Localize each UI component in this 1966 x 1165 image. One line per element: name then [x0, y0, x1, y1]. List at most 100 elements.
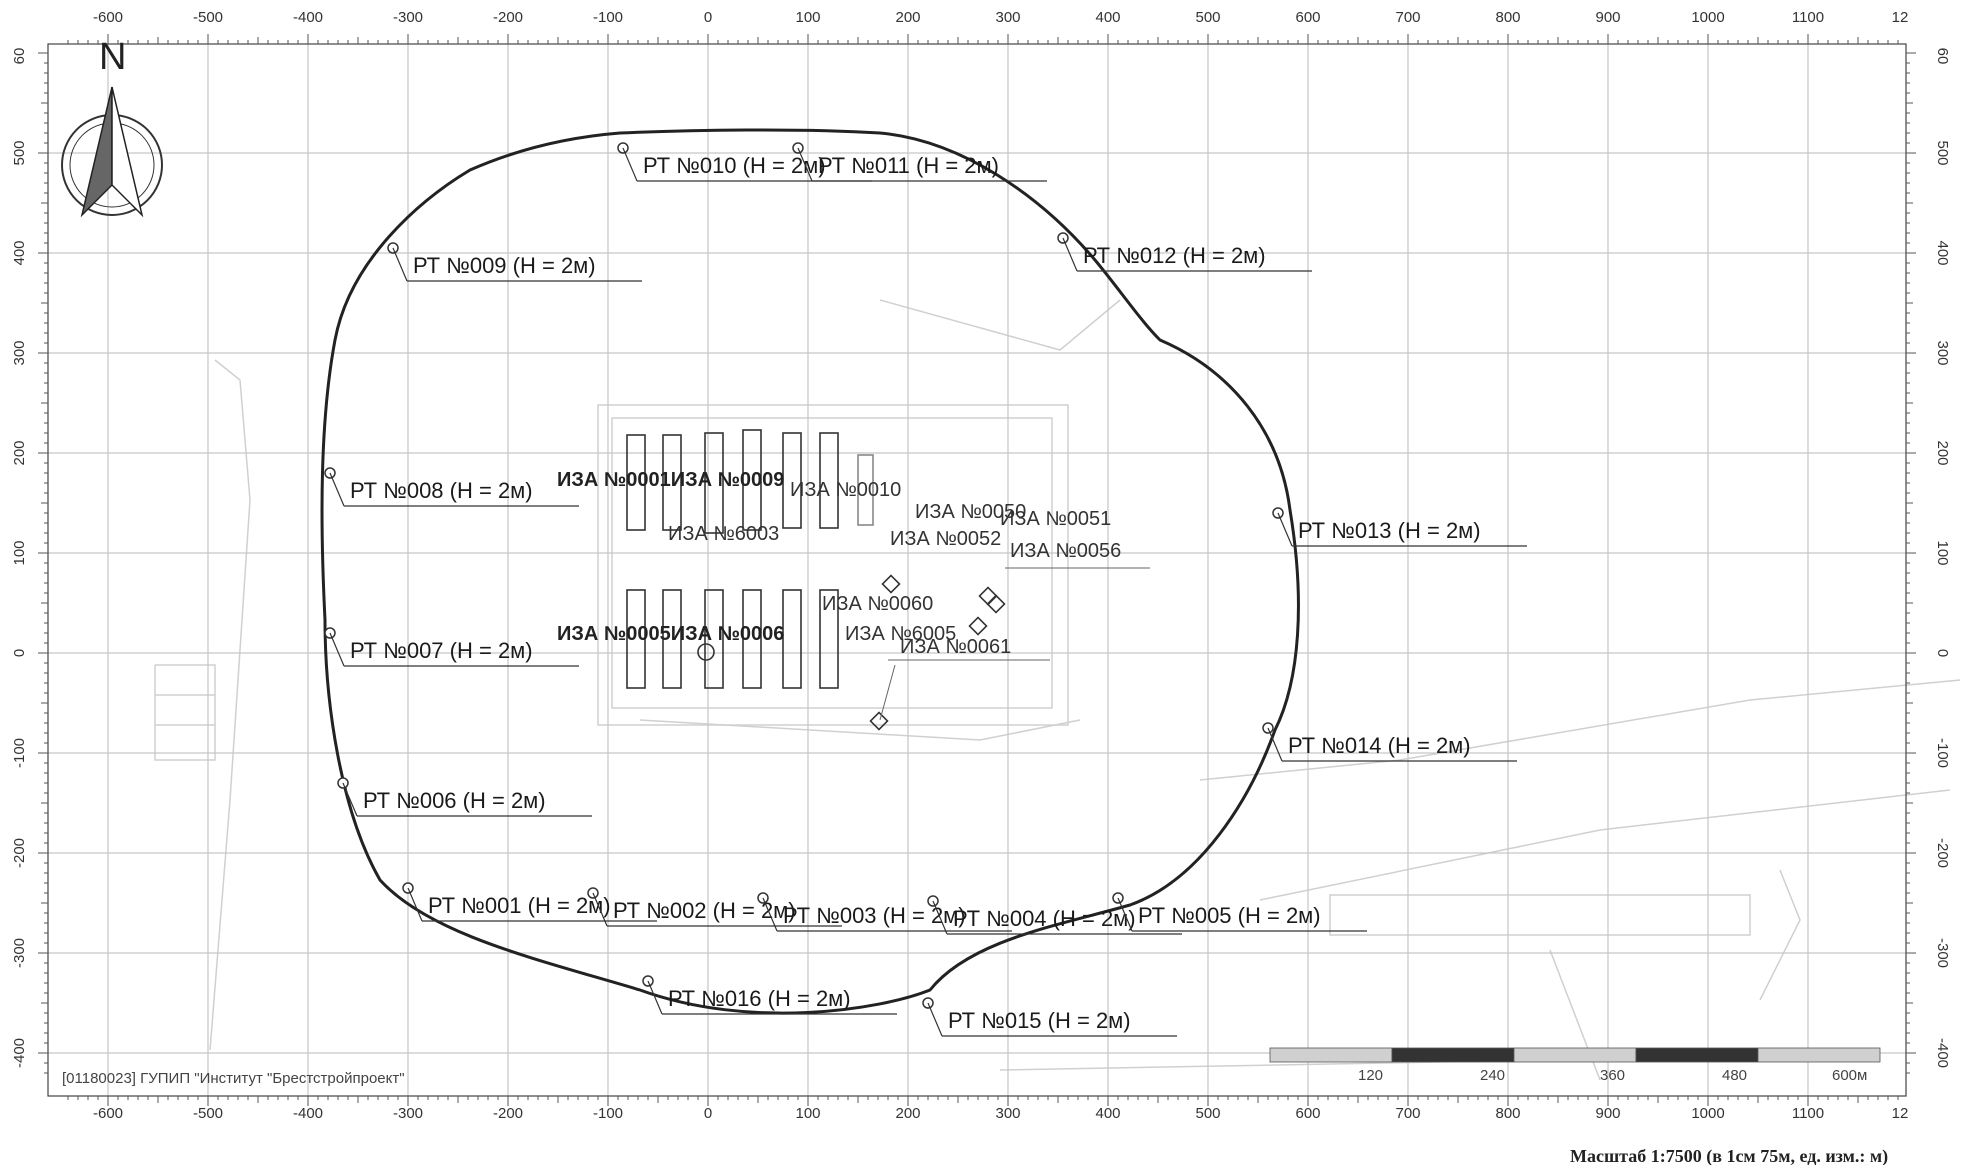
x-tick-label-bottom: 900 [1595, 1105, 1620, 1122]
source-label-0050: ИЗА №0050 [915, 501, 1026, 523]
y-tick-label-right: -300 [1934, 938, 1951, 968]
receptor-label: РТ №016 (Н = 2м) [668, 986, 851, 1011]
receptor-leader-line [1117, 897, 1133, 932]
receptor-leader-line [592, 892, 608, 927]
source-label-0010: ИЗА №0010 [790, 479, 901, 501]
receptor-leader-line [762, 897, 778, 932]
x-tick-label-bottom: -500 [193, 1105, 223, 1122]
y-top-label-right: 60 [1934, 48, 1951, 65]
receptor-leader-line [342, 782, 358, 817]
x-tick-label-bottom: -300 [393, 1105, 423, 1122]
source-label-0061: ИЗА №0061 [900, 636, 1011, 658]
axis-tick-labels: -600 -600 -500 -500 -400 -400 -300 -300 -200 -200… [11, 9, 1951, 1122]
x-tick-label-bottom: 800 [1495, 1105, 1520, 1122]
receptor-leader-line [407, 887, 423, 922]
source-label-0052: ИЗА №0052 [890, 528, 1001, 550]
receptor-leader-line [1277, 512, 1293, 547]
scale-label-120: 120 [1358, 1067, 1383, 1084]
x-tick-label-top: 1000 [1691, 9, 1724, 26]
receptor-label: РТ №011 (Н = 2м) [818, 153, 999, 178]
receptor-leader-line [329, 632, 345, 667]
receptor-label: РТ №015 (Н = 2м) [948, 1008, 1131, 1033]
receptor-layer: РТ №001 (Н = 2м) РТ №002 (Н = 2м)РТ №003 … [324, 142, 1527, 1037]
y-tick-label-right: 0 [1934, 649, 1951, 657]
x-tick-label-bottom: 100 [795, 1105, 820, 1122]
north-label: N [99, 36, 126, 78]
source-label-overlap-bottom: ИЗА №0005ИЗА №0006 [557, 623, 784, 645]
y-tick-label-left: 200 [11, 440, 28, 465]
organization-label: [01180023] ГУПИП "Институт "Брестстройпр… [62, 1070, 405, 1087]
receptor-leader-line [329, 472, 345, 507]
x-tick-label-bottom: 1000 [1691, 1105, 1724, 1122]
y-tick-label-left: 100 [11, 540, 28, 565]
y-tick-label-right: -200 [1934, 838, 1951, 868]
x-tick-label-bottom: -100 [593, 1105, 623, 1122]
receptor-label: РТ №012 (Н = 2м) [1083, 243, 1266, 268]
receptor-leader-line [622, 147, 638, 182]
x-edge-label-bottom: 12 [1892, 1105, 1909, 1122]
x-tick-label-bottom: -200 [493, 1105, 523, 1122]
receptor-leader-line [1267, 727, 1283, 762]
x-tick-label-bottom: 700 [1395, 1105, 1420, 1122]
y-tick-label-right: 400 [1934, 240, 1951, 265]
x-tick-label-top: 500 [1195, 9, 1220, 26]
x-tick-label-bottom: 400 [1095, 1105, 1120, 1122]
receptor-label: РТ №014 (Н = 2м) [1288, 733, 1471, 758]
y-tick-label-right: -100 [1934, 738, 1951, 768]
y-tick-label-left: -400 [11, 1038, 28, 1068]
receptor-label: РТ №010 (Н = 2м) [643, 153, 826, 178]
y-tick-label-left: -200 [11, 838, 28, 868]
source-label-overlap-top: ИЗА №0001ИЗА №0009 [557, 469, 784, 491]
receptor-leader-line [1062, 237, 1078, 272]
x-tick-label-top: 300 [995, 9, 1020, 26]
x-tick-label-top: 600 [1295, 9, 1320, 26]
y-tick-label-left: 0 [11, 649, 28, 657]
source-label-6005: ИЗА №6005 [845, 623, 956, 645]
scale-label-360: 360 [1600, 1067, 1625, 1084]
x-tick-label-top: 800 [1495, 9, 1520, 26]
x-tick-label-top: 100 [795, 9, 820, 26]
source-label-6003: ИЗА №6003 [668, 523, 779, 545]
receptor-leader-line [647, 980, 663, 1015]
receptor-label: РТ №003 (Н = 2м) [783, 903, 966, 928]
scale-bar: 120 240 360 480 600м [1269, 1047, 1881, 1084]
y-tick-label-right: 200 [1934, 440, 1951, 465]
x-tick-label-top: 0 [704, 9, 712, 26]
y-tick-label-left: -100 [11, 738, 28, 768]
x-tick-label-bottom: 300 [995, 1105, 1020, 1122]
receptor-leader-line [927, 1002, 943, 1037]
receptor-leader-line [392, 247, 408, 282]
receptor-label: РТ №007 (Н = 2м) [350, 638, 533, 663]
pollution-contour [320, 128, 1300, 1015]
x-tick-label-bottom: 200 [895, 1105, 920, 1122]
x-tick-label-top: -300 [393, 9, 423, 26]
x-tick-label-top: 200 [895, 9, 920, 26]
receptor-label: РТ №008 (Н = 2м) [350, 478, 533, 503]
x-tick-label-bottom: -600 [93, 1105, 123, 1122]
scale-label-600: 600м [1832, 1067, 1867, 1084]
x-tick-label-top: -200 [493, 9, 523, 26]
x-tick-label-bottom: 500 [1195, 1105, 1220, 1122]
y-top-label-left: 60 [11, 48, 28, 65]
receptor-label: РТ №009 (Н = 2м) [413, 253, 596, 278]
x-tick-label-top: -600 [93, 9, 123, 26]
source-labels: ИЗА №0001ИЗА №0009 ИЗА №0010 ИЗА №6003 И… [557, 469, 1150, 721]
scale-caption: Масштаб 1:7500 (в 1см 75м, ед. изм.: м) [1570, 1146, 1888, 1165]
y-tick-label-left: -300 [11, 938, 28, 968]
x-tick-label-bottom: 0 [704, 1105, 712, 1122]
receptor-label: РТ №005 (Н = 2м) [1138, 903, 1321, 928]
y-tick-label-right: 300 [1934, 340, 1951, 365]
receptor-leader-line [797, 147, 813, 182]
source-label-0051: ИЗА №0051 [1000, 508, 1111, 530]
x-tick-label-top: 700 [1395, 9, 1420, 26]
x-tick-label-top: -100 [593, 9, 623, 26]
scale-label-480: 480 [1722, 1067, 1747, 1084]
map-frame [47, 43, 1907, 1097]
y-tick-label-left: 500 [11, 140, 28, 165]
y-tick-label-right: 500 [1934, 140, 1951, 165]
x-tick-label-top: -400 [293, 9, 323, 26]
x-tick-label-bottom: -400 [293, 1105, 323, 1122]
y-tick-label-left: 300 [11, 340, 28, 365]
scale-label-240: 240 [1480, 1067, 1505, 1084]
